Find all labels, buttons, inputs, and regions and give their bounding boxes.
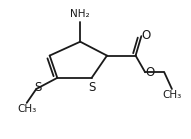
Text: NH₂: NH₂: [70, 9, 90, 19]
Text: S: S: [35, 81, 42, 94]
Text: CH₃: CH₃: [162, 90, 181, 100]
Text: O: O: [142, 29, 151, 42]
Text: CH₃: CH₃: [17, 104, 36, 114]
Text: O: O: [145, 66, 155, 79]
Text: S: S: [88, 81, 95, 94]
